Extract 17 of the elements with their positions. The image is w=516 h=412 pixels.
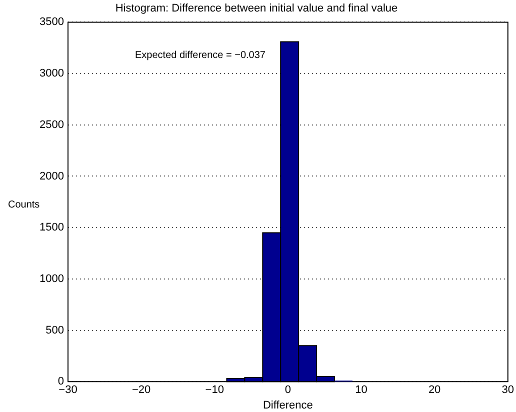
x-tick-label: 20: [428, 384, 441, 396]
y-tick-label: 1500: [40, 222, 64, 234]
x-axis-title: Difference: [262, 399, 313, 412]
y-tick-label: 1000: [40, 272, 64, 285]
y-tick-label: 2500: [40, 118, 64, 131]
y-tick-label: 3000: [40, 68, 64, 80]
annotation: Expected difference = −0.037: [135, 50, 266, 61]
x-tick-label: −10: [205, 384, 224, 396]
x-tick-label: 10: [355, 384, 368, 396]
x-tick-label: 30: [502, 384, 514, 396]
y-tick-label: 3500: [40, 16, 64, 28]
chart-title: Histogram: Difference between initial value and final value: [115, 2, 398, 15]
y-tick-label: 500: [46, 324, 64, 336]
y-tick-label: 2000: [40, 170, 64, 182]
y-axis-title: Counts: [8, 200, 40, 211]
x-tick-label: −20: [132, 384, 151, 396]
x-tick-label: 0: [284, 384, 292, 396]
